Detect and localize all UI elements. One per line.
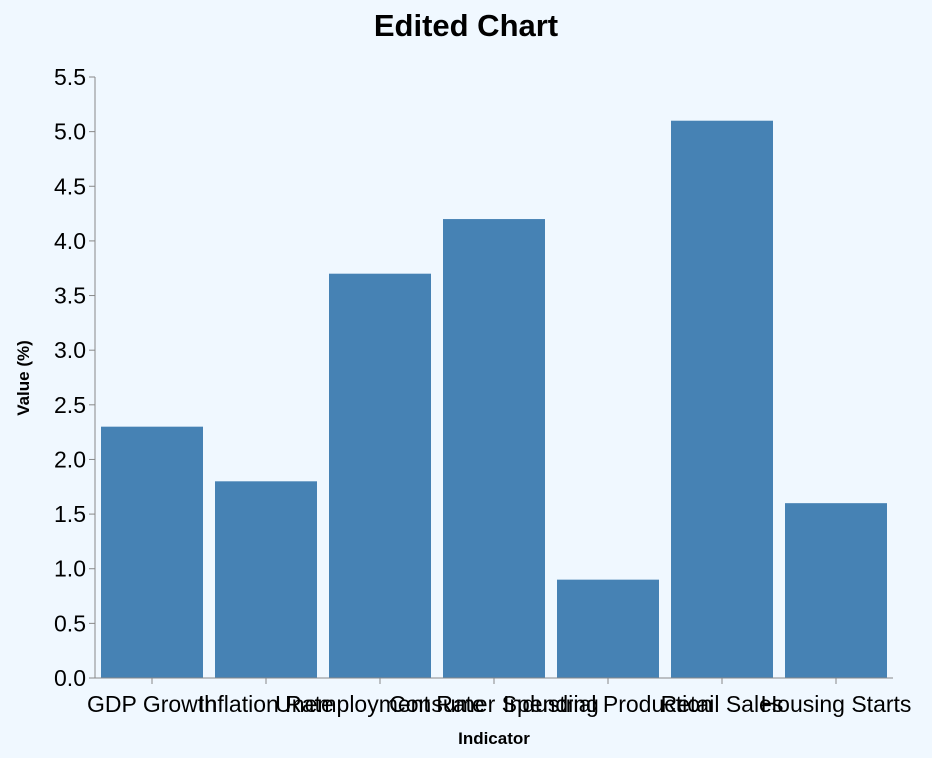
chart-title: Edited Chart [374,8,558,43]
x-tick-label: Housing Starts [761,691,912,717]
y-tick-label: 4.5 [54,173,86,199]
y-tick-label: 1.5 [54,501,86,527]
bar-5 [671,120,773,678]
bar-2 [329,273,431,678]
y-tick-label: 2.5 [54,392,86,418]
y-tick-label: 0.0 [54,665,86,691]
y-tick-label: 3.5 [54,283,86,309]
x-tick-label: Unemployment Rate [275,691,485,717]
x-tick-label: Consumer Spending [389,691,599,717]
x-tick-label: Industrial Production [503,691,713,717]
y-axis-title: Value (%) [14,340,33,416]
y-axis: 0.0 0.5 1.0 1.5 2.0 2.5 3.0 3.5 4.0 4.5 5.0 5.5 [54,64,96,691]
x-axis-title: Indicator [458,729,530,748]
bar-1 [215,481,317,678]
y-tick-label: 0.5 [54,610,86,636]
y-tick-label: 4.0 [54,228,86,254]
bar-0 [101,426,203,678]
x-tick-label: Retail Sales [661,691,784,717]
bar-6 [785,503,887,678]
bar-3 [443,219,545,678]
y-tick-label: 1.0 [54,556,86,582]
y-tick-label: 5.0 [54,119,86,145]
bars-group [101,120,887,678]
bar-4 [557,579,659,678]
y-tick-label: 5.5 [54,64,86,90]
x-tick-label: Inflation Rate [198,691,334,717]
y-tick-label: 3.0 [54,337,86,363]
y-tick-label: 2.0 [54,446,86,472]
x-tick-label: GDP Growth [87,691,217,717]
